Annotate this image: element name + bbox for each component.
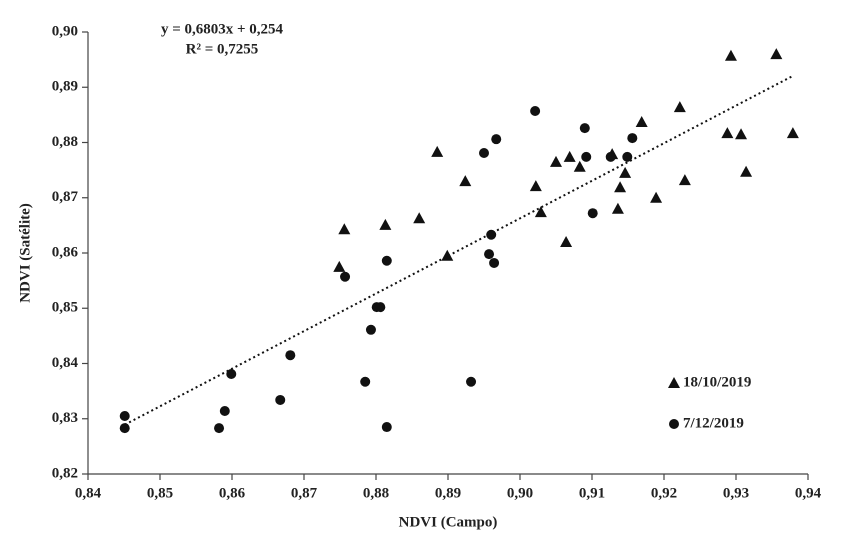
point <box>534 206 547 218</box>
point <box>340 271 351 282</box>
point <box>214 423 225 434</box>
x-tick-label: 0,89 <box>435 485 461 501</box>
point <box>786 127 799 139</box>
point <box>365 324 376 335</box>
point <box>333 260 346 272</box>
legend-label: 18/10/2019 <box>683 374 751 390</box>
point <box>486 229 497 240</box>
x-tick-label: 0,88 <box>363 485 389 501</box>
point <box>563 150 576 162</box>
point <box>479 147 489 158</box>
point <box>619 166 632 178</box>
point <box>635 116 648 128</box>
x-axis-label: NDVI (Campo) <box>399 514 498 530</box>
point <box>489 257 500 268</box>
point <box>770 48 783 60</box>
point <box>627 133 638 144</box>
point <box>614 181 627 193</box>
point <box>381 422 392 433</box>
x-tick-label: 0,93 <box>723 485 749 501</box>
y-axis-label: NDVI (Satélite) <box>17 203 33 303</box>
point <box>285 350 296 361</box>
x-tick-label: 0,90 <box>507 485 533 501</box>
y-tick-label: 0,83 <box>52 410 78 426</box>
point <box>530 106 541 117</box>
point <box>678 174 691 186</box>
point <box>673 101 686 113</box>
x-tick-label: 0,87 <box>291 485 318 501</box>
x-tick-label: 0,84 <box>75 485 102 501</box>
y-tick-label: 0,86 <box>52 244 79 260</box>
x-tick-label: 0,86 <box>219 485 246 501</box>
point <box>275 394 286 405</box>
point <box>529 180 542 192</box>
point <box>573 160 586 172</box>
point <box>360 376 371 387</box>
point <box>431 145 444 157</box>
point <box>338 223 351 235</box>
legend-marker <box>669 419 679 429</box>
point <box>721 127 734 139</box>
y-tick-label: 0,84 <box>52 355 79 371</box>
point <box>375 302 386 313</box>
y-tick-label: 0,82 <box>52 465 78 481</box>
point <box>491 134 502 145</box>
point <box>581 151 592 162</box>
point <box>605 151 616 162</box>
point <box>560 235 573 247</box>
point <box>226 368 237 379</box>
point <box>735 128 748 140</box>
point <box>611 202 624 214</box>
point <box>622 151 633 162</box>
y-tick-label: 0,90 <box>52 23 78 39</box>
x-tick-label: 0,92 <box>651 485 677 501</box>
point <box>550 155 562 167</box>
point <box>484 249 495 260</box>
y-tick-label: 0,88 <box>52 134 78 150</box>
point <box>119 423 130 434</box>
point <box>650 191 663 203</box>
point <box>119 410 130 421</box>
y-tick-label: 0,87 <box>52 189 79 205</box>
trendline <box>124 75 794 426</box>
x-tick-label: 0,85 <box>147 485 173 501</box>
point <box>579 123 590 134</box>
x-tick-label: 0,94 <box>795 485 822 501</box>
point <box>441 249 454 261</box>
point <box>413 212 426 224</box>
legend-label: 7/12/2019 <box>683 415 744 431</box>
y-tick-label: 0,85 <box>52 300 78 316</box>
legend-marker <box>668 377 680 388</box>
point <box>724 49 737 61</box>
y-tick-label: 0,89 <box>52 79 78 95</box>
point <box>381 255 392 266</box>
trendline-equation: y = 0,6803x + 0,254 <box>161 21 284 37</box>
point <box>379 218 392 230</box>
point <box>459 175 472 187</box>
x-tick-label: 0,91 <box>579 485 605 501</box>
point <box>740 165 753 177</box>
point <box>587 208 598 219</box>
point <box>466 376 477 387</box>
point <box>219 406 230 417</box>
r-squared: R² = 0,7255 <box>186 41 259 57</box>
